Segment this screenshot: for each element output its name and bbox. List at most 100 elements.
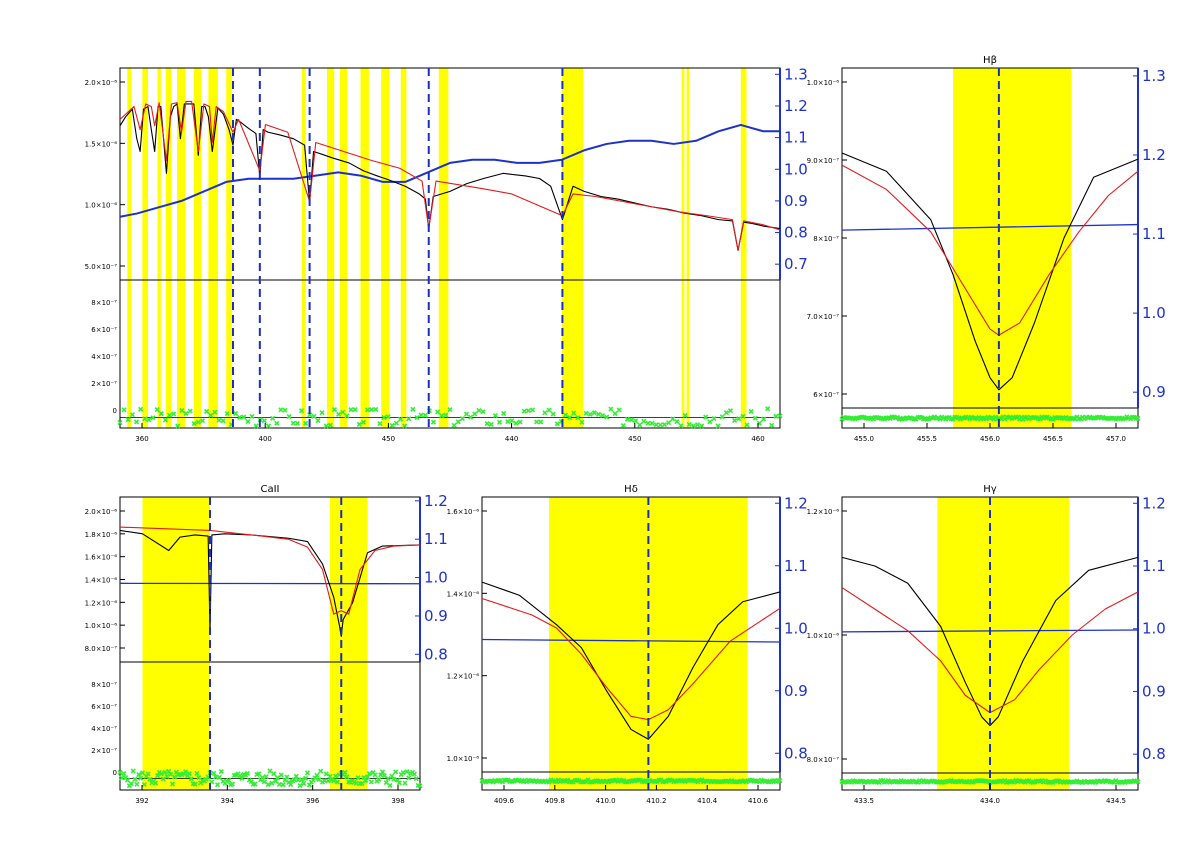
- residual-point: [637, 422, 643, 428]
- residual-point: [612, 411, 618, 417]
- residual-point: [121, 407, 127, 413]
- ratio-tick-label: 1.0: [1142, 620, 1166, 638]
- residual-point: [169, 781, 176, 787]
- residual-point: [404, 769, 410, 775]
- fit-band: [740, 68, 747, 428]
- residual-point: [125, 417, 131, 423]
- residual-point: [188, 776, 194, 782]
- x-tick-label: 410.0: [596, 797, 616, 805]
- residual-point: [364, 407, 371, 413]
- residual-point: [459, 416, 465, 422]
- residual-point: [183, 769, 189, 775]
- x-tick-label: 410.6: [748, 797, 769, 805]
- residual-point: [496, 419, 503, 425]
- y-tick-label: 1.2×10⁻⁶: [807, 508, 840, 516]
- residual-point: [192, 781, 198, 787]
- residual-point: [134, 781, 140, 787]
- residual-point: [707, 419, 713, 425]
- residual-point: [616, 407, 622, 413]
- residual-point: [321, 777, 327, 784]
- x-tick-label: 360: [135, 435, 148, 443]
- x-tick-label: 400: [259, 435, 272, 443]
- residual-point: [299, 777, 305, 783]
- residual-point: [369, 407, 375, 413]
- residual-point: [1135, 415, 1141, 422]
- fit-band: [686, 68, 690, 428]
- panel-hgamma: 433.5 434.0 434.5 1.2×10⁻⁶ 1.0×10⁻⁶ 8.0×10⁻⁷ 1…: [807, 484, 1166, 805]
- residual-point: [645, 420, 651, 426]
- residual-point: [303, 775, 309, 781]
- panel-title: Hδ: [624, 484, 638, 495]
- ratio-tick-label: 0.8: [784, 744, 808, 762]
- ratio-tick-label: 1.2: [424, 492, 448, 510]
- residual-point: [694, 422, 701, 428]
- residual-point: [447, 407, 453, 413]
- residual-point: [583, 410, 589, 416]
- ratio-tick-label: 1.2: [784, 97, 808, 115]
- residual-point: [245, 418, 251, 425]
- residual-point: [391, 776, 397, 782]
- residual-point: [355, 775, 361, 781]
- residual-point: [406, 416, 412, 422]
- residual-point: [773, 413, 779, 419]
- residual-point: [319, 410, 325, 416]
- y-tick-label: 1.4×10⁻⁶: [447, 590, 480, 598]
- residual-point: [293, 773, 299, 779]
- ratio-tick-label: 1.0: [1142, 304, 1166, 322]
- residual-point: [298, 408, 305, 414]
- ratio-tick-label: 1.2: [1142, 146, 1166, 164]
- fit-band: [360, 68, 369, 428]
- residual-point: [259, 775, 266, 781]
- y-tick-label: 9.0×10⁻⁷: [807, 157, 840, 165]
- residual-point: [327, 773, 333, 779]
- observed-spectrum: [841, 152, 1139, 391]
- fit-band: [142, 68, 148, 428]
- residual-point: [294, 420, 300, 426]
- ratio-tick-label: 0.9: [424, 607, 448, 625]
- residual-point: [513, 420, 519, 426]
- ratio-tick-label: 1.1: [1142, 557, 1166, 575]
- residual-point: [162, 417, 168, 423]
- residual-point: [216, 417, 222, 423]
- residual-point: [744, 422, 750, 428]
- x-tick-label: 456.0: [980, 435, 1000, 443]
- residual-point: [315, 417, 321, 424]
- fit-band: [381, 68, 390, 428]
- fit-band: [127, 68, 132, 428]
- residual-point: [141, 781, 147, 788]
- y-tick-label: 6×10⁻⁷: [813, 391, 839, 399]
- residual-point: [211, 770, 217, 776]
- residual-point: [666, 420, 672, 426]
- residual-point: [195, 419, 201, 425]
- x-tick-label: 409.8: [545, 797, 565, 805]
- residual-point: [256, 771, 262, 777]
- residual-point: [175, 423, 181, 429]
- ratio-tick-label: 1.1: [1142, 225, 1166, 243]
- plot-frame: [119, 67, 781, 429]
- residual-tick-label: 8×10⁻⁷: [91, 299, 117, 307]
- y-tick-label: 5.0×10⁻⁷: [85, 263, 118, 271]
- residual-point: [162, 769, 168, 775]
- ratio-tick-label: 1.1: [784, 129, 808, 147]
- panel-title: Hβ: [983, 55, 997, 66]
- residual-point: [204, 408, 210, 415]
- residual-point: [546, 407, 552, 413]
- y-tick-label: 2.0×10⁻⁶: [85, 79, 118, 87]
- residual-point: [402, 423, 408, 429]
- fit-band: [177, 68, 186, 428]
- residual-point: [280, 782, 286, 788]
- residual-point: [430, 419, 437, 425]
- x-tick-label: 434.5: [1106, 797, 1126, 805]
- residual-point: [187, 408, 193, 414]
- residual-point: [261, 418, 267, 424]
- residual-point: [641, 418, 647, 424]
- ratio-tick-label: 0.8: [424, 645, 448, 663]
- residual-point: [278, 407, 284, 413]
- residual-point: [484, 420, 490, 427]
- ratio-tick-label: 1.3: [1142, 67, 1166, 85]
- residual-point: [727, 408, 734, 414]
- x-tick-label: 394: [221, 797, 235, 805]
- residual-point: [414, 415, 420, 421]
- residual-point: [389, 422, 395, 429]
